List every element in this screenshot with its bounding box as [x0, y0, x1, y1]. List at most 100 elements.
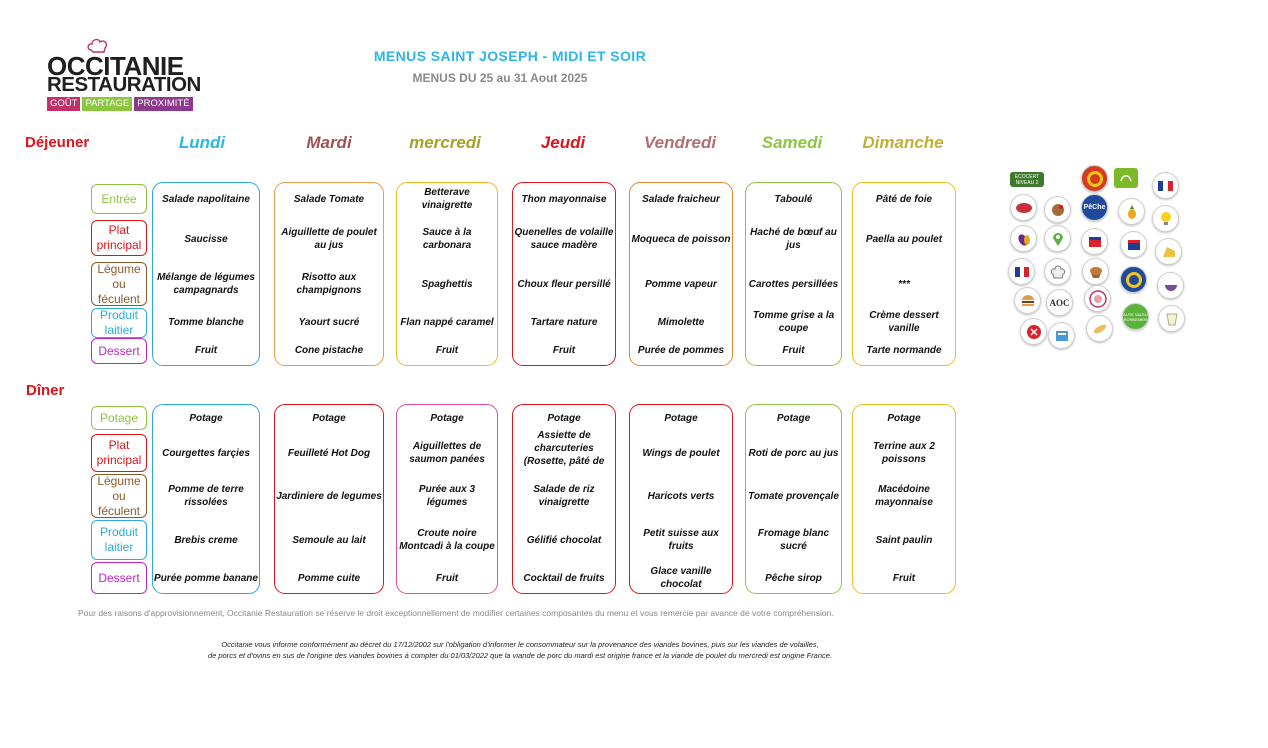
logo-line-1: OCCITANIE [47, 51, 184, 81]
dinner-category-4: Produit laitier [91, 520, 147, 560]
location-pin-label-icon [1044, 225, 1071, 252]
lunch-day-column-lundi [152, 182, 260, 366]
chef-hat-icon [87, 38, 108, 53]
bowl-label-icon [1157, 272, 1184, 299]
dinner-dish: Fruit [435, 572, 459, 584]
dinner-category-2: Plat principal [91, 434, 147, 472]
day-header-mercredi: mercredi [409, 133, 481, 152]
dinner-dish: Jardiniere de legumes [276, 490, 382, 502]
dinner-dish: Aiguillettes de saumon panées [409, 441, 485, 465]
seal-label-icon [1084, 285, 1111, 312]
dinner-dish: Roti de porc au jus [748, 447, 839, 459]
lunch-dish: Moqueca de poisson [631, 233, 731, 245]
day-header-dimanche: Dimanche [862, 133, 944, 152]
dinner-dish: Terrine aux 2 poissons [873, 441, 935, 465]
lunch-dish: Fruit [435, 344, 459, 356]
dinner-dish: Fromage blanc sucré [757, 528, 830, 552]
burger-label-icon [1014, 287, 1041, 314]
lunch-day-column-mercredi [396, 182, 498, 366]
lunch-dish: Mélange de légumes campagnards [157, 272, 255, 296]
dinner-dish: Potage [664, 412, 698, 424]
lunch-dish: Fruit [194, 344, 218, 356]
dinner-category-5: Dessert [91, 562, 147, 594]
lunch-section-label: Déjeuner [25, 134, 90, 151]
lunch-dish: Quenelles de volaille sauce madère [514, 227, 614, 251]
dinner-dish: Salade de riz vinaigrette [533, 484, 595, 508]
lunch-dish: Tomme grise a la coupe [752, 310, 835, 334]
yogurt-label-icon [1158, 305, 1185, 332]
lunch-dish: Risotto aux champignons [296, 272, 362, 296]
lunch-dish: Mimolette [657, 316, 705, 328]
france-flag-icon [1008, 258, 1035, 285]
lunch-dish: Fruit [782, 344, 805, 356]
lunch-category-3: Légume ou féculent [91, 262, 147, 306]
logo-tagline: GOÛT PARTAGE PROXIMITÉ [47, 97, 193, 111]
lunch-dish: Cone pistache [294, 344, 364, 356]
lunch-dish: Choux fleur persillé [517, 278, 611, 290]
lunch-dish: Spaghettis [421, 278, 473, 290]
day-header-mardi: Mardi [306, 133, 352, 152]
beef-label-icon [1010, 194, 1037, 221]
lunch-dish: Purée de pommes [637, 344, 725, 356]
dinner-dish: Purée aux 3 légumes [418, 484, 476, 508]
lightbulb-label-icon [1152, 205, 1179, 232]
label-rouge-icon [1020, 318, 1047, 345]
dinner-day-column-dimanche [852, 404, 956, 594]
ecocert-label-icon: ECOCERT NIVEAU 2 [1010, 172, 1044, 187]
meat-origin-notice: Occitanie vous informe conformément au d… [120, 639, 920, 661]
logo-line-2: RESTAURATION [47, 73, 201, 96]
lunch-category-1: Entrée [91, 184, 147, 214]
aop-label-icon [1081, 165, 1108, 192]
occitanie-restauration-logo: OCCITANIE RESTAURATION GOÛT PARTAGE PROX… [47, 38, 217, 114]
dinner-dish: Pomme de terre rissolées [168, 484, 244, 508]
dinner-dish: Macédoine mayonnaise [875, 484, 933, 508]
pineapple-label-icon [1118, 198, 1145, 225]
lunch-dish: Sauce à la carbonara [422, 227, 472, 251]
dinner-day-column-lundi [152, 404, 260, 594]
certificate-label-icon [1048, 322, 1075, 349]
dinner-dish: Potage [312, 412, 346, 424]
lunch-dish: Tartare nature [530, 316, 598, 328]
bread-label-icon [1086, 315, 1113, 342]
muffin-label-icon [1082, 258, 1109, 285]
lunch-day-column-mardi [274, 182, 384, 366]
lunch-dish: Pomme vapeur [645, 278, 717, 290]
lunch-dish: Aiguillette de poulet au jus [281, 227, 377, 251]
aoc-label-icon: AOC [1046, 289, 1073, 316]
dinner-dish: Assiette de charcuteries (Rosette, pâté … [523, 430, 605, 467]
peche-label-icon: PêChe [1081, 194, 1108, 221]
logo-tag-gout: GOÛT [47, 97, 81, 111]
dinner-dish: Potage [887, 412, 921, 424]
lunch-dish: Paella au poulet [865, 233, 943, 245]
page-subtitle: MENUS DU 25 au 31 Aout 2025 [412, 71, 588, 85]
lunch-dish: Taboulé [774, 193, 813, 205]
lunch-category-4: Produit laitier [91, 308, 147, 338]
dinner-dish: Haricots verts [647, 490, 715, 502]
dinner-dish: Potage [189, 412, 223, 424]
poultry-label-icon [1044, 196, 1071, 223]
lunch-dish: Salade Tomate [293, 193, 365, 205]
dinner-dish: Semoule au lait [292, 534, 366, 546]
dinner-dish: Gélifié chocolat [526, 534, 602, 546]
dinner-day-column-jeudi [512, 404, 616, 594]
lunch-category-5: Dessert [91, 338, 147, 364]
cheese-label-icon [1155, 238, 1182, 265]
chef-hat-label-icon [1044, 258, 1071, 285]
lunch-dish: Tarte normande [866, 344, 942, 356]
lunch-dish: *** [898, 278, 910, 290]
dinner-dish: Purée pomme banane [154, 572, 258, 584]
lunch-day-column-vendredi [629, 182, 733, 366]
dinner-dish: Pomme cuite [297, 572, 361, 584]
dinner-day-column-vendredi [629, 404, 733, 594]
lunch-day-column-samedi [745, 182, 842, 366]
day-header-jeudi: Jeudi [540, 133, 586, 152]
lunch-dish: Salade fraicheur [642, 193, 720, 205]
lunch-dish: Fruit [552, 344, 576, 356]
lunch-dish: Thon mayonnaise [521, 193, 607, 205]
page-title: MENUS SAINT JOSEPH - MIDI ET SOIR [373, 48, 647, 64]
dinner-category-3: Légume ou féculent [91, 474, 147, 518]
meat-origin-line-1: Occitanie vous informe conformément au d… [221, 640, 819, 649]
supply-disclaimer: Pour des raisons d'approvisionnement, Oc… [78, 608, 834, 618]
lunch-dish: Tomme blanche [168, 316, 244, 328]
